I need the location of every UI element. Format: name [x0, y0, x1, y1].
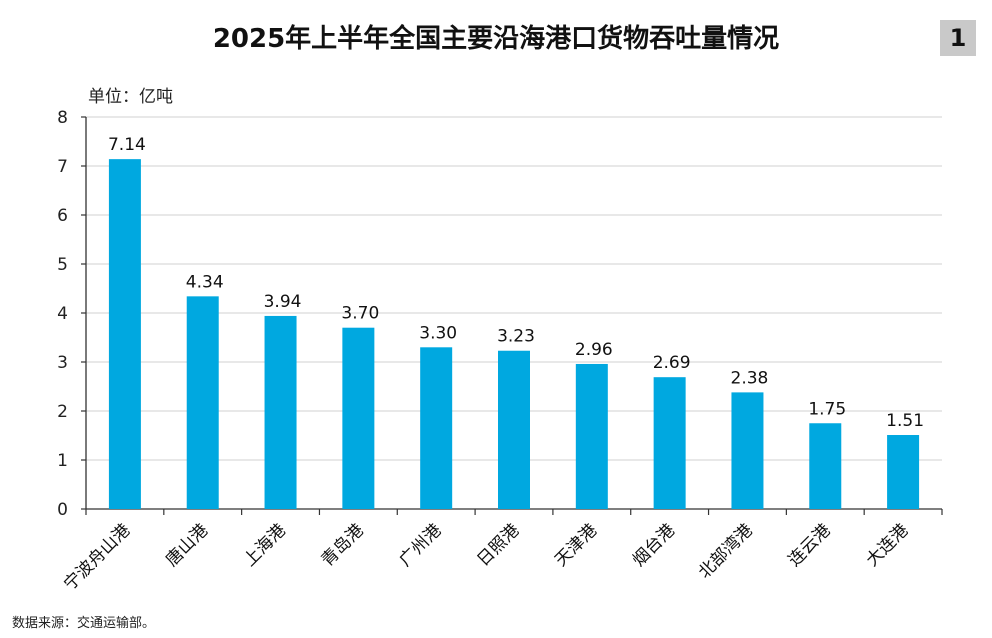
- x-category-label: 青岛港: [318, 520, 368, 570]
- figure-number-badge: 1: [940, 20, 976, 56]
- bar: [342, 327, 375, 509]
- y-tick-label: 7: [57, 157, 68, 177]
- y-tick-label: 0: [57, 500, 68, 520]
- bar-value-label: 2.38: [731, 368, 769, 388]
- bar: [264, 315, 297, 509]
- x-category-label: 连云港: [785, 520, 835, 570]
- bar: [575, 363, 608, 509]
- x-category-label: 大连港: [862, 520, 912, 570]
- bar: [809, 423, 842, 509]
- bar-value-label: 1.51: [886, 411, 924, 431]
- bar-value-label: 2.96: [575, 340, 613, 360]
- bar: [108, 159, 141, 509]
- y-tick-label: 2: [57, 402, 68, 422]
- chart-title: 2025年上半年全国主要沿海港口货物吞吐量情况: [212, 24, 780, 54]
- bar: [420, 347, 453, 509]
- bar-value-label: 2.69: [653, 353, 691, 373]
- y-tick-label: 5: [57, 255, 68, 275]
- bar-value-label: 3.70: [341, 304, 379, 324]
- bar-value-label: 7.14: [108, 135, 146, 155]
- bar: [498, 350, 530, 509]
- x-category-label: 天津港: [551, 520, 601, 570]
- x-category-label: 烟台港: [629, 520, 679, 570]
- y-tick-label: 4: [57, 304, 68, 324]
- y-tick-label: 1: [57, 451, 68, 471]
- x-category-label: 唐山港: [161, 520, 212, 571]
- bar-value-label: 3.23: [497, 327, 535, 347]
- y-tick-label: 8: [57, 108, 68, 128]
- x-category-label: 宁波舟山港: [60, 520, 134, 594]
- y-tick-label: 6: [57, 206, 68, 226]
- x-category-label: 日照港: [473, 520, 523, 570]
- bar: [653, 377, 686, 509]
- unit-label: 单位：亿吨: [88, 87, 173, 107]
- y-tick-label: 3: [57, 353, 68, 373]
- source-note: 数据来源：交通运输部。: [12, 616, 156, 631]
- bar-value-label: 1.75: [808, 399, 846, 419]
- bar: [731, 392, 764, 509]
- x-category-label: 北部湾港: [695, 520, 757, 582]
- bar-value-label: 4.34: [186, 272, 224, 292]
- bar-value-label: 3.94: [264, 292, 302, 312]
- bar: [887, 435, 920, 509]
- x-category-label: 上海港: [240, 520, 290, 570]
- bar: [186, 296, 219, 509]
- x-category-label: 广州港: [396, 520, 446, 570]
- bar-value-label: 3.30: [419, 323, 457, 343]
